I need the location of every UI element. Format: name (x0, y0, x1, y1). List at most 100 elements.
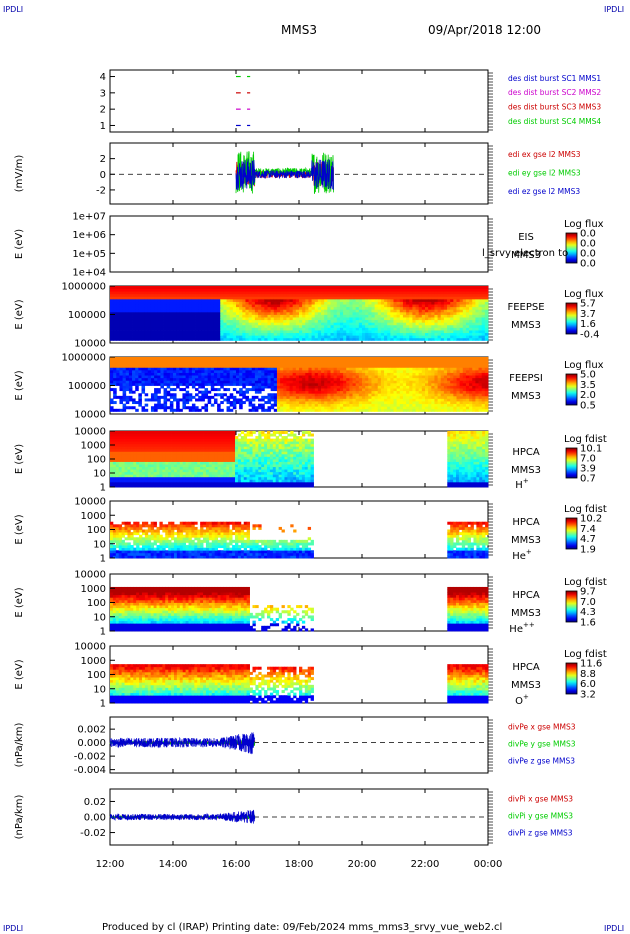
hpca_o-tick-label: 10 (93, 684, 106, 695)
eis-tick-label: 1e+07 (72, 212, 106, 223)
divpi-legend-entry: divPi z gse MMS3 (508, 829, 573, 838)
time-tick-label: 12:00 (96, 859, 125, 870)
hpca_he2-colorbar-tick: 9.7 (580, 587, 596, 598)
feepse-instrument-label: FEEPSE (507, 302, 544, 313)
hpca_o-tick-label: 100 (87, 670, 106, 681)
divpi-tick-label: 0.00 (84, 813, 106, 824)
feepse-colorbar-tick: -0.4 (580, 330, 600, 341)
divpe-legend-entry: divPe x gse MMS3 (508, 723, 576, 732)
feepse-colorbar-tick: 3.7 (580, 309, 596, 320)
feepse-tick-label: 1000000 (61, 282, 106, 293)
feepsi-colorbar (565, 373, 578, 406)
feepsi-colorbar-tick: 0.5 (580, 401, 596, 412)
hpca_h-tick-label: 10000 (74, 427, 106, 438)
eis-instrument-label: EIS (518, 232, 534, 243)
hpca_o-tick-label: 1 (100, 699, 106, 710)
corner-label-top-right: IPDLI (604, 5, 624, 14)
divpe-ylabel: (nPa/km) (14, 723, 25, 768)
corner-label-bottom-left: IPDLI (3, 924, 23, 933)
hpca_he1-colorbar-title: Log fdist (564, 504, 607, 515)
hpca_h-tick-label: 1 (100, 483, 106, 494)
hpca_he1-colorbar-tick: 10.2 (580, 514, 602, 525)
eis-colorbar-tick: 0.0 (580, 239, 596, 250)
burst-tick-label: 2 (100, 105, 106, 116)
hpca_o-spectrogram (110, 664, 489, 704)
edi-legend-entry: edi ez gse l2 MMS3 (508, 187, 580, 196)
hpca_he1-colorbar-tick: 1.9 (580, 545, 596, 556)
divpe-tick-label: 0.000 (77, 738, 106, 749)
hpca_o-colorbar-title: Log fdist (564, 649, 607, 660)
divpi-ylabel: (nPa/km) (14, 795, 25, 840)
hpca_o-tick-label: 1000 (81, 656, 106, 667)
divpi-series-line (109, 809, 256, 824)
feepsi-spectrogram (110, 357, 489, 412)
hpca_o-colorbar-tick: 6.0 (580, 679, 596, 690)
hpca_h-tick-label: 1000 (81, 441, 106, 452)
hpca_h-colorbar (565, 447, 578, 479)
hpca_o-colorbar-tick: 11.6 (580, 659, 602, 670)
hpca_he1-tick-label: 10000 (74, 497, 106, 508)
edi-series-line (235, 158, 334, 191)
feepse-spectrogram (110, 286, 489, 341)
edi-tick-label: -2 (96, 185, 106, 196)
hpca_h-colorbar-tick: 10.1 (580, 444, 602, 455)
divpi-legend-entry: divPi y gse MMS3 (508, 812, 573, 821)
hpca_h-colorbar-tick: 0.7 (580, 474, 596, 485)
hpca_he2-tick-label: 1 (100, 627, 106, 638)
hpca_he1-species-label: He+ (512, 548, 532, 562)
burst-tick-label: 3 (100, 88, 106, 99)
panels: 1 2 3 4 des dist burst SC1 MMS1 des dist burs… (14, 69, 607, 846)
hpca_he2-species-label: He++ (509, 621, 535, 635)
hpca_h-ylabel: E (eV) (14, 444, 25, 474)
feepse-tick-label: 100000 (68, 310, 106, 321)
feepsi-spacecraft-label: MMS3 (511, 391, 541, 402)
feepse-colorbar-tick: 1.6 (580, 319, 596, 330)
feepse-colorbar-tick: 5.7 (580, 299, 596, 310)
time-tick-label: 22:00 (411, 859, 440, 870)
spacecraft-title: MMS3 (281, 23, 317, 37)
hpca_h-species-label: H+ (515, 477, 529, 491)
hpca_o-spacecraft-label: MMS3 (511, 680, 541, 691)
hpca_h-tick-label: 10 (93, 469, 106, 480)
divpe-legend-entry: divPe z gse MMS3 (508, 757, 575, 766)
feepse-colorbar (565, 302, 578, 335)
feepse-spacecraft-label: MMS3 (511, 320, 541, 331)
edi-tick-label: 0 (100, 170, 106, 181)
burst-legend-entry: des dist burst SC1 MMS1 (508, 74, 601, 83)
eis-frame (109, 215, 489, 273)
time-axis: 12:00 14:00 16:00 18:00 20:00 22:00 00:00 (96, 859, 503, 870)
eis-colorbar-tick: 0.0 (580, 249, 596, 260)
eis-colorbar-title: Log flux (564, 219, 604, 230)
burst-legend-entry: des dist burst SC2 MMS2 (508, 88, 601, 97)
hpca_h-spacecraft-label: MMS3 (511, 465, 541, 476)
divpe-series-line (109, 732, 256, 755)
corner-label-top-left: IPDLI (3, 5, 23, 14)
feepsi-instrument-label: FEEPSI (509, 373, 543, 384)
eis-colorbar (565, 232, 578, 264)
eis-colorbar-tick: 0.0 (580, 259, 596, 270)
hpca_he2-colorbar-tick: 4.3 (580, 607, 596, 618)
divpi-tick-label: -0.02 (80, 828, 106, 839)
feepse-colorbar-title: Log flux (564, 289, 604, 300)
time-tick-label: 14:00 (159, 859, 188, 870)
hpca_o-colorbar (565, 662, 578, 695)
hpca_he2-spectrogram (110, 586, 489, 632)
edi-legend-entry: edi ey gse l2 MMS3 (508, 168, 581, 177)
hpca_o-tick-label: 10000 (74, 642, 106, 653)
feepsi-colorbar-tick: 5.0 (580, 370, 596, 381)
hpca_h-colorbar-tick: 3.9 (580, 464, 596, 475)
burst-tick-label: 1 (100, 121, 106, 132)
hpca_h-spectrogram (110, 431, 489, 488)
time-tick-label: 18:00 (285, 859, 314, 870)
corner-label-bottom-right: IPDLI (604, 924, 624, 933)
time-tick-label: 20:00 (348, 859, 377, 870)
eis-ylabel: E (eV) (14, 229, 25, 259)
hpca_he2-spacecraft-label: MMS3 (511, 608, 541, 619)
feepsi-colorbar-tick: 3.5 (580, 380, 596, 391)
feepsi-tick-label: 1000000 (61, 353, 106, 364)
divpi-legend-entry: divPi x gse MMS3 (508, 795, 573, 804)
divpe-legend-entry: divPe y gse MMS3 (508, 740, 576, 749)
edi-tick-label: 2 (100, 154, 106, 165)
hpca_o-ylabel: E (eV) (14, 659, 25, 689)
